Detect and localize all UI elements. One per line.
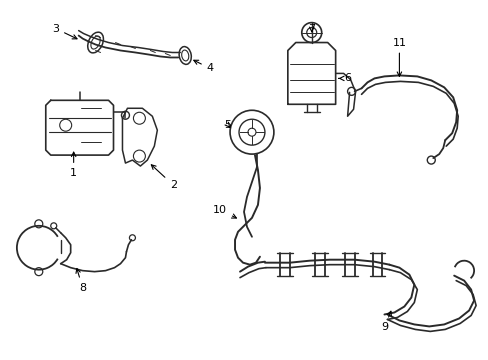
- Text: 4: 4: [193, 60, 213, 73]
- Text: 6: 6: [338, 73, 350, 84]
- Text: 5: 5: [224, 120, 231, 130]
- Text: 3: 3: [52, 24, 77, 39]
- Text: 8: 8: [76, 269, 86, 293]
- Text: 10: 10: [213, 205, 236, 218]
- Text: 7: 7: [307, 24, 315, 33]
- Text: 11: 11: [391, 37, 406, 76]
- Text: 9: 9: [380, 311, 390, 332]
- Text: 1: 1: [70, 152, 77, 178]
- Text: 2: 2: [151, 165, 177, 190]
